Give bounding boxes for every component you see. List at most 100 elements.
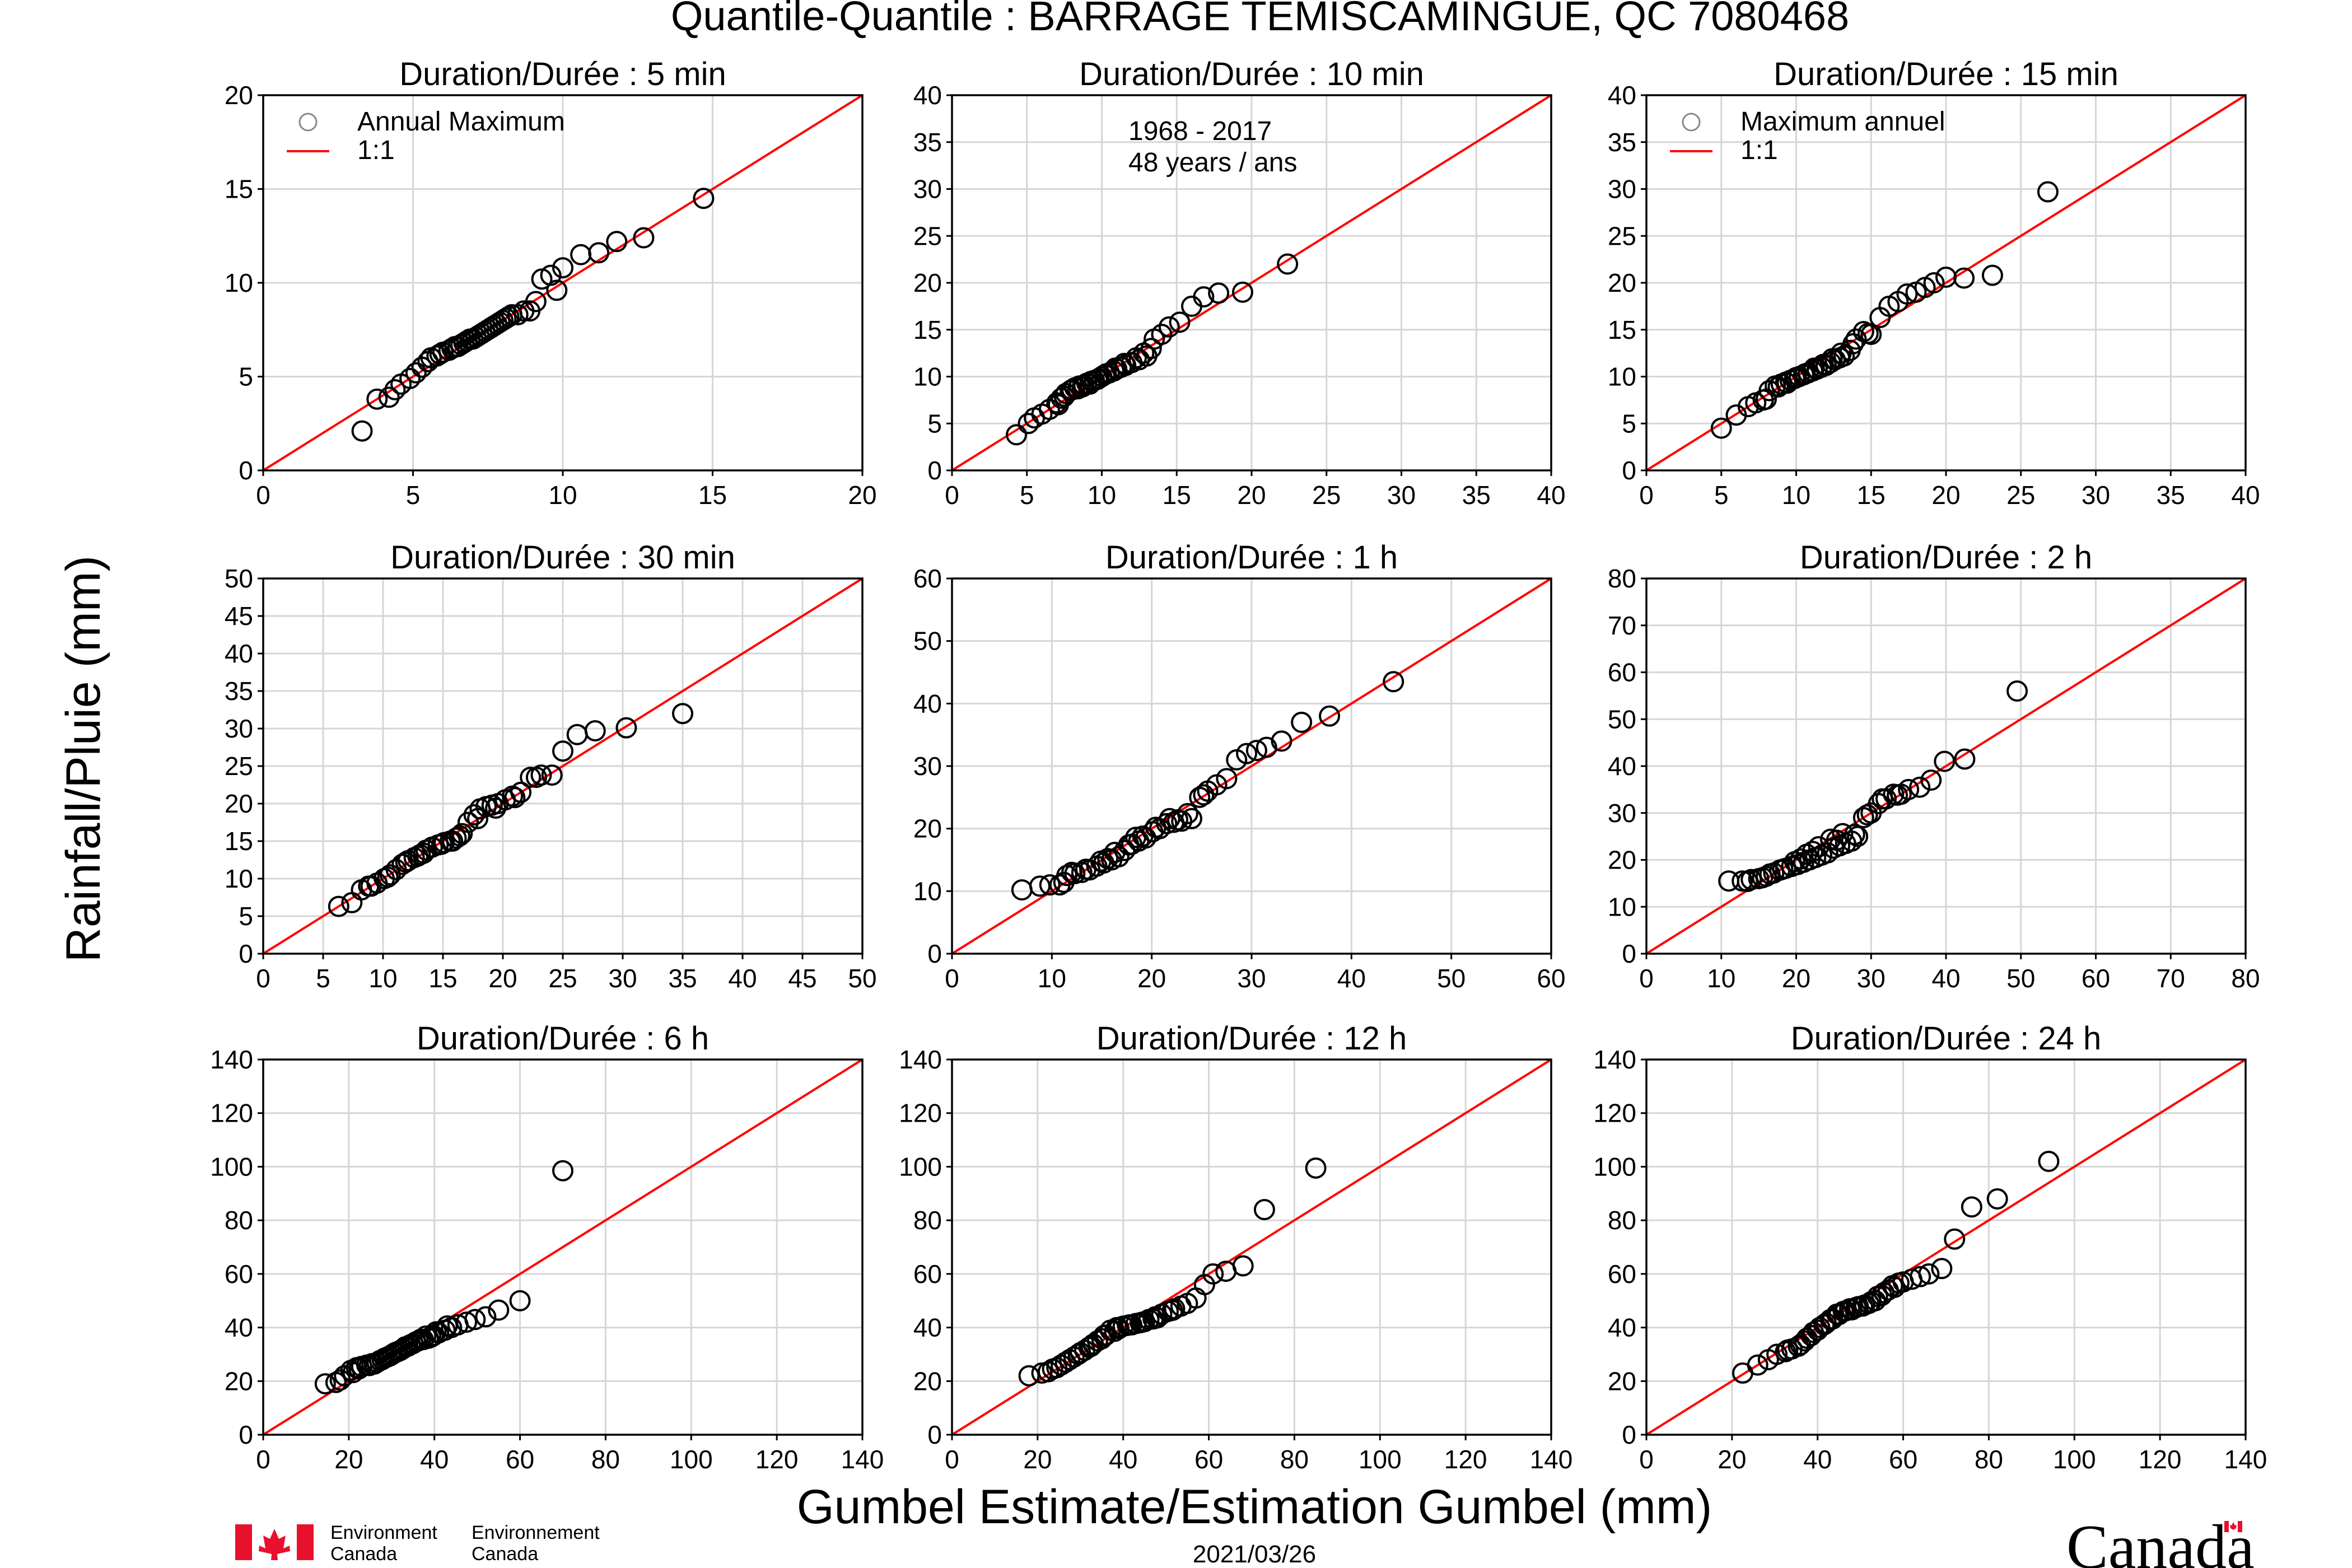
x-tick-label: 35 [668,964,697,993]
x-tick-label: 30 [608,964,637,993]
data-point [1981,264,2003,286]
data-point [1961,1196,1982,1218]
y-tick-label: 30 [1608,175,1636,204]
x-tick-label: 35 [2157,480,2185,510]
data-point [436,1315,458,1337]
y-tick-label: 40 [913,81,942,110]
data-point [1873,1282,1895,1304]
data-point [1826,829,1847,851]
data-point [366,388,388,410]
data-point [1053,871,1075,893]
data-point [1169,311,1191,333]
y-tick-label: 120 [1593,1099,1636,1128]
x-tick-label: 45 [788,964,816,993]
data-point [1802,841,1823,862]
wordmark-flag-icon [2224,1521,2242,1532]
data-point [1117,1314,1138,1336]
data-point [485,797,507,819]
x-tick-label: 140 [2224,1445,2267,1474]
x-tick-label: 40 [1537,480,1565,510]
y-tick-label: 30 [225,714,253,743]
x-tick-label: 100 [1359,1445,1402,1474]
y-tick-label: 5 [239,362,253,391]
data-point [552,740,573,762]
data-point [672,703,693,725]
data-point [378,386,400,408]
y-tick-label: 15 [225,175,253,204]
data-point [546,279,568,301]
data-point [510,781,532,803]
canada-flag-icon [235,1524,314,1560]
x-tick-label: 0 [256,964,270,993]
data-point [314,1373,336,1395]
legend-label: Annual Maximum [357,107,565,137]
data-point [541,764,563,786]
data-point [1898,778,1920,800]
x-tick-label: 0 [1639,480,1654,510]
y-tick-label: 20 [913,1366,942,1396]
x-tick-label: 30 [1857,964,1886,993]
x-axis-label: Gumbel Estimate/Estimation Gumbel (mm) [797,1480,1712,1534]
data-point [495,307,517,329]
x-tick-label: 0 [1639,964,1654,993]
data-point [1835,1300,1856,1322]
panel-grid: 0 5 10 15 20 0 5 10 15 20 Duration/Durée : 5 min An… [210,56,2267,1474]
data-point [1130,1312,1151,1333]
y-tick-label: 20 [913,814,942,843]
y-tick-label: 40 [225,639,253,668]
data-point [379,864,401,886]
legend-label: 1:1 [1740,136,1778,165]
data-point [552,1160,573,1182]
data-point [1006,424,1028,446]
y-tick-label: 5 [239,902,253,931]
qq-panel-6: 0 10 20 30 40 50 60 70 80 0 10 20 30 40 50 60 70 80 Durati… [1608,539,2260,993]
y-tick-label: 80 [1608,1206,1636,1235]
x-tick-label: 40 [1803,1445,1832,1474]
data-point [1193,784,1215,806]
y-tick-label: 80 [1608,564,1636,593]
legend-marker-icon [1682,113,1701,132]
y-tick-label: 10 [225,268,253,297]
y-tick-label: 25 [913,221,942,250]
data-point [1931,1258,1953,1280]
data-point [384,1342,406,1364]
y-tick-label: 20 [225,81,253,110]
x-tick-label: 40 [420,1445,449,1474]
data-point [509,1290,531,1312]
data-point [1232,1255,1254,1277]
data-point [1767,376,1789,398]
data-point [1097,848,1119,870]
data-point [1847,825,1869,847]
x-tick-label: 20 [1023,1445,1052,1474]
x-tick-label: 5 [1020,480,1034,510]
y-tick-label: 45 [225,601,253,631]
x-tick-label: 10 [1707,964,1735,993]
x-tick-label: 70 [2157,964,2185,993]
plot-frame [262,1058,864,1436]
panel-title: Duration/Durée : 15 min [1774,56,2118,92]
data-point [1832,823,1854,844]
legend-marker-icon [298,113,318,132]
data-point [342,1361,364,1383]
data-point [467,808,489,829]
data-point [1231,281,1253,303]
x-tick-label: 100 [2053,1445,2096,1474]
data-point [1140,338,1162,360]
data-point [1245,740,1267,762]
annotation-line: 1968 - 2017 [1128,116,1272,146]
qq-panel-2: 0 5 10 15 20 25 30 35 40 0 5 10 15 20 25 30 35 40 Duration… [913,56,1566,510]
x-tick-label: 15 [1857,480,1886,510]
data-point [584,720,606,742]
y-tick-label: 35 [225,676,253,706]
data-point [360,875,382,897]
data-point [1888,1272,1910,1294]
y-tick-label: 140 [210,1045,253,1074]
x-tick-label: 5 [1714,480,1729,510]
data-point [2037,181,2059,203]
x-tick-label: 25 [1312,480,1341,510]
qq-panel-5: 0 10 20 30 40 50 60 0 10 20 30 40 50 60 Duration/Durée… [913,539,1566,993]
data-point [363,1353,385,1375]
data-point [1151,324,1173,346]
data-point [1253,1199,1275,1220]
